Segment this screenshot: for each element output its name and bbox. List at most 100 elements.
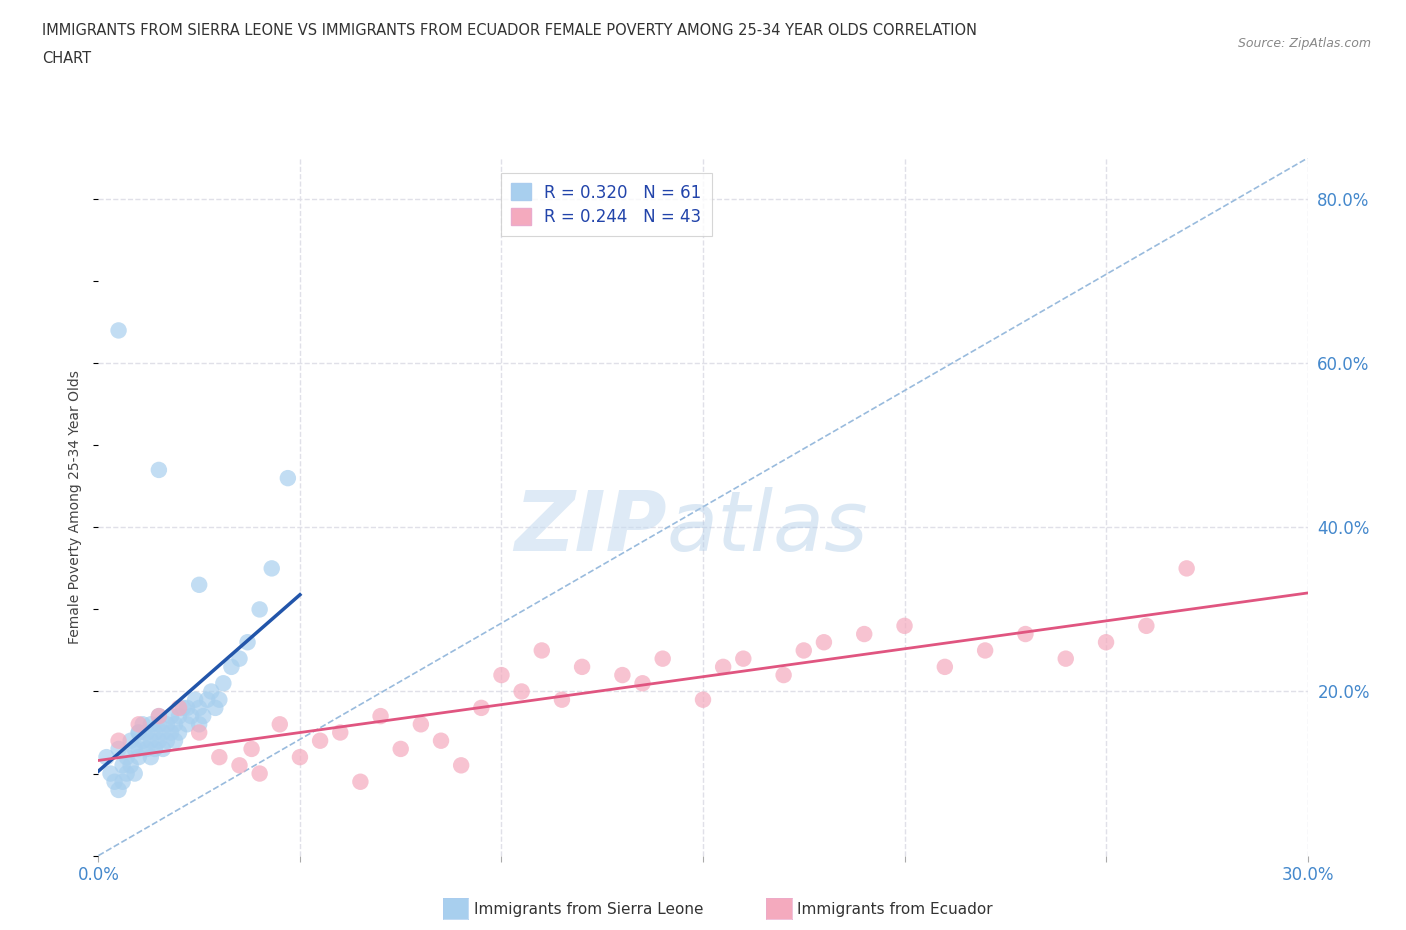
Point [96,750,118,764]
Point [204,700,226,715]
Point [631,676,654,691]
Point [152,725,174,740]
Point [389,741,412,756]
Point [309,733,332,748]
Point [329,725,352,740]
Point [893,618,915,633]
Point [128,717,150,732]
Point [135,725,157,740]
Point [139,717,162,732]
Point [195,692,218,707]
Text: Immigrants from Ecuador: Immigrants from Ecuador [797,902,993,917]
Point [160,725,183,740]
Point [148,709,170,724]
Point [156,733,179,748]
Point [132,717,155,732]
Point [260,561,283,576]
Point [120,733,142,748]
Point [221,659,243,674]
Point [450,758,472,773]
Point [132,733,155,748]
Point [249,602,271,617]
Point [148,717,170,732]
Point [853,627,876,642]
Point [651,651,673,666]
Point [1175,561,1198,576]
Point [530,643,553,658]
Point [813,635,835,650]
Point [612,668,634,683]
Point [349,775,371,790]
Legend: R = 0.320   N = 61, R = 0.244   N = 43: R = 0.320 N = 61, R = 0.244 N = 43 [501,173,711,236]
Point [1135,618,1157,633]
Point [100,766,122,781]
Point [172,700,194,715]
Point [143,725,166,740]
Point [974,643,997,658]
Text: CHART: CHART [42,51,91,66]
Point [160,709,183,724]
Point [711,659,734,674]
Point [571,659,593,674]
Point [188,578,211,592]
Point [107,323,129,338]
Point [139,750,162,764]
Text: ZIP: ZIP [515,487,666,568]
Point [111,775,134,790]
Text: Source: ZipAtlas.com: Source: ZipAtlas.com [1237,37,1371,50]
Point [107,733,129,748]
Point [176,717,198,732]
Point [139,733,162,748]
Point [107,741,129,756]
Point [193,709,215,724]
Point [148,709,170,724]
Point [228,651,250,666]
Point [491,668,513,683]
Point [236,635,259,650]
Point [180,709,202,724]
Point [551,692,574,707]
Point [135,741,157,756]
Point [176,700,198,715]
Point [188,700,211,715]
Point [148,462,170,477]
Point [156,717,179,732]
Point [430,733,453,748]
Point [152,741,174,756]
Point [772,668,794,683]
Point [184,692,207,707]
Point [249,766,271,781]
Point [934,659,956,674]
Point [167,709,190,724]
Point [793,643,815,658]
Point [692,692,714,707]
Point [288,750,311,764]
Text: IMMIGRANTS FROM SIERRA LEONE VS IMMIGRANTS FROM ECUADOR FEMALE POVERTY AMONG 25-: IMMIGRANTS FROM SIERRA LEONE VS IMMIGRAN… [42,23,977,38]
Point [111,758,134,773]
Point [277,471,299,485]
Point [212,676,235,691]
Point [103,775,125,790]
Text: atlas: atlas [666,487,869,568]
Text: Immigrants from Sierra Leone: Immigrants from Sierra Leone [474,902,703,917]
Point [167,725,190,740]
Point [510,684,533,699]
Point [208,750,231,764]
Point [167,700,190,715]
Point [228,758,250,773]
Point [188,717,211,732]
Point [107,782,129,797]
Point [124,766,146,781]
Point [148,733,170,748]
Point [128,725,150,740]
Point [370,709,392,724]
Point [128,750,150,764]
Point [200,684,222,699]
Point [208,692,231,707]
Point [120,758,142,773]
Point [124,741,146,756]
Point [128,741,150,756]
Point [1054,651,1077,666]
Point [240,741,263,756]
Point [188,725,211,740]
